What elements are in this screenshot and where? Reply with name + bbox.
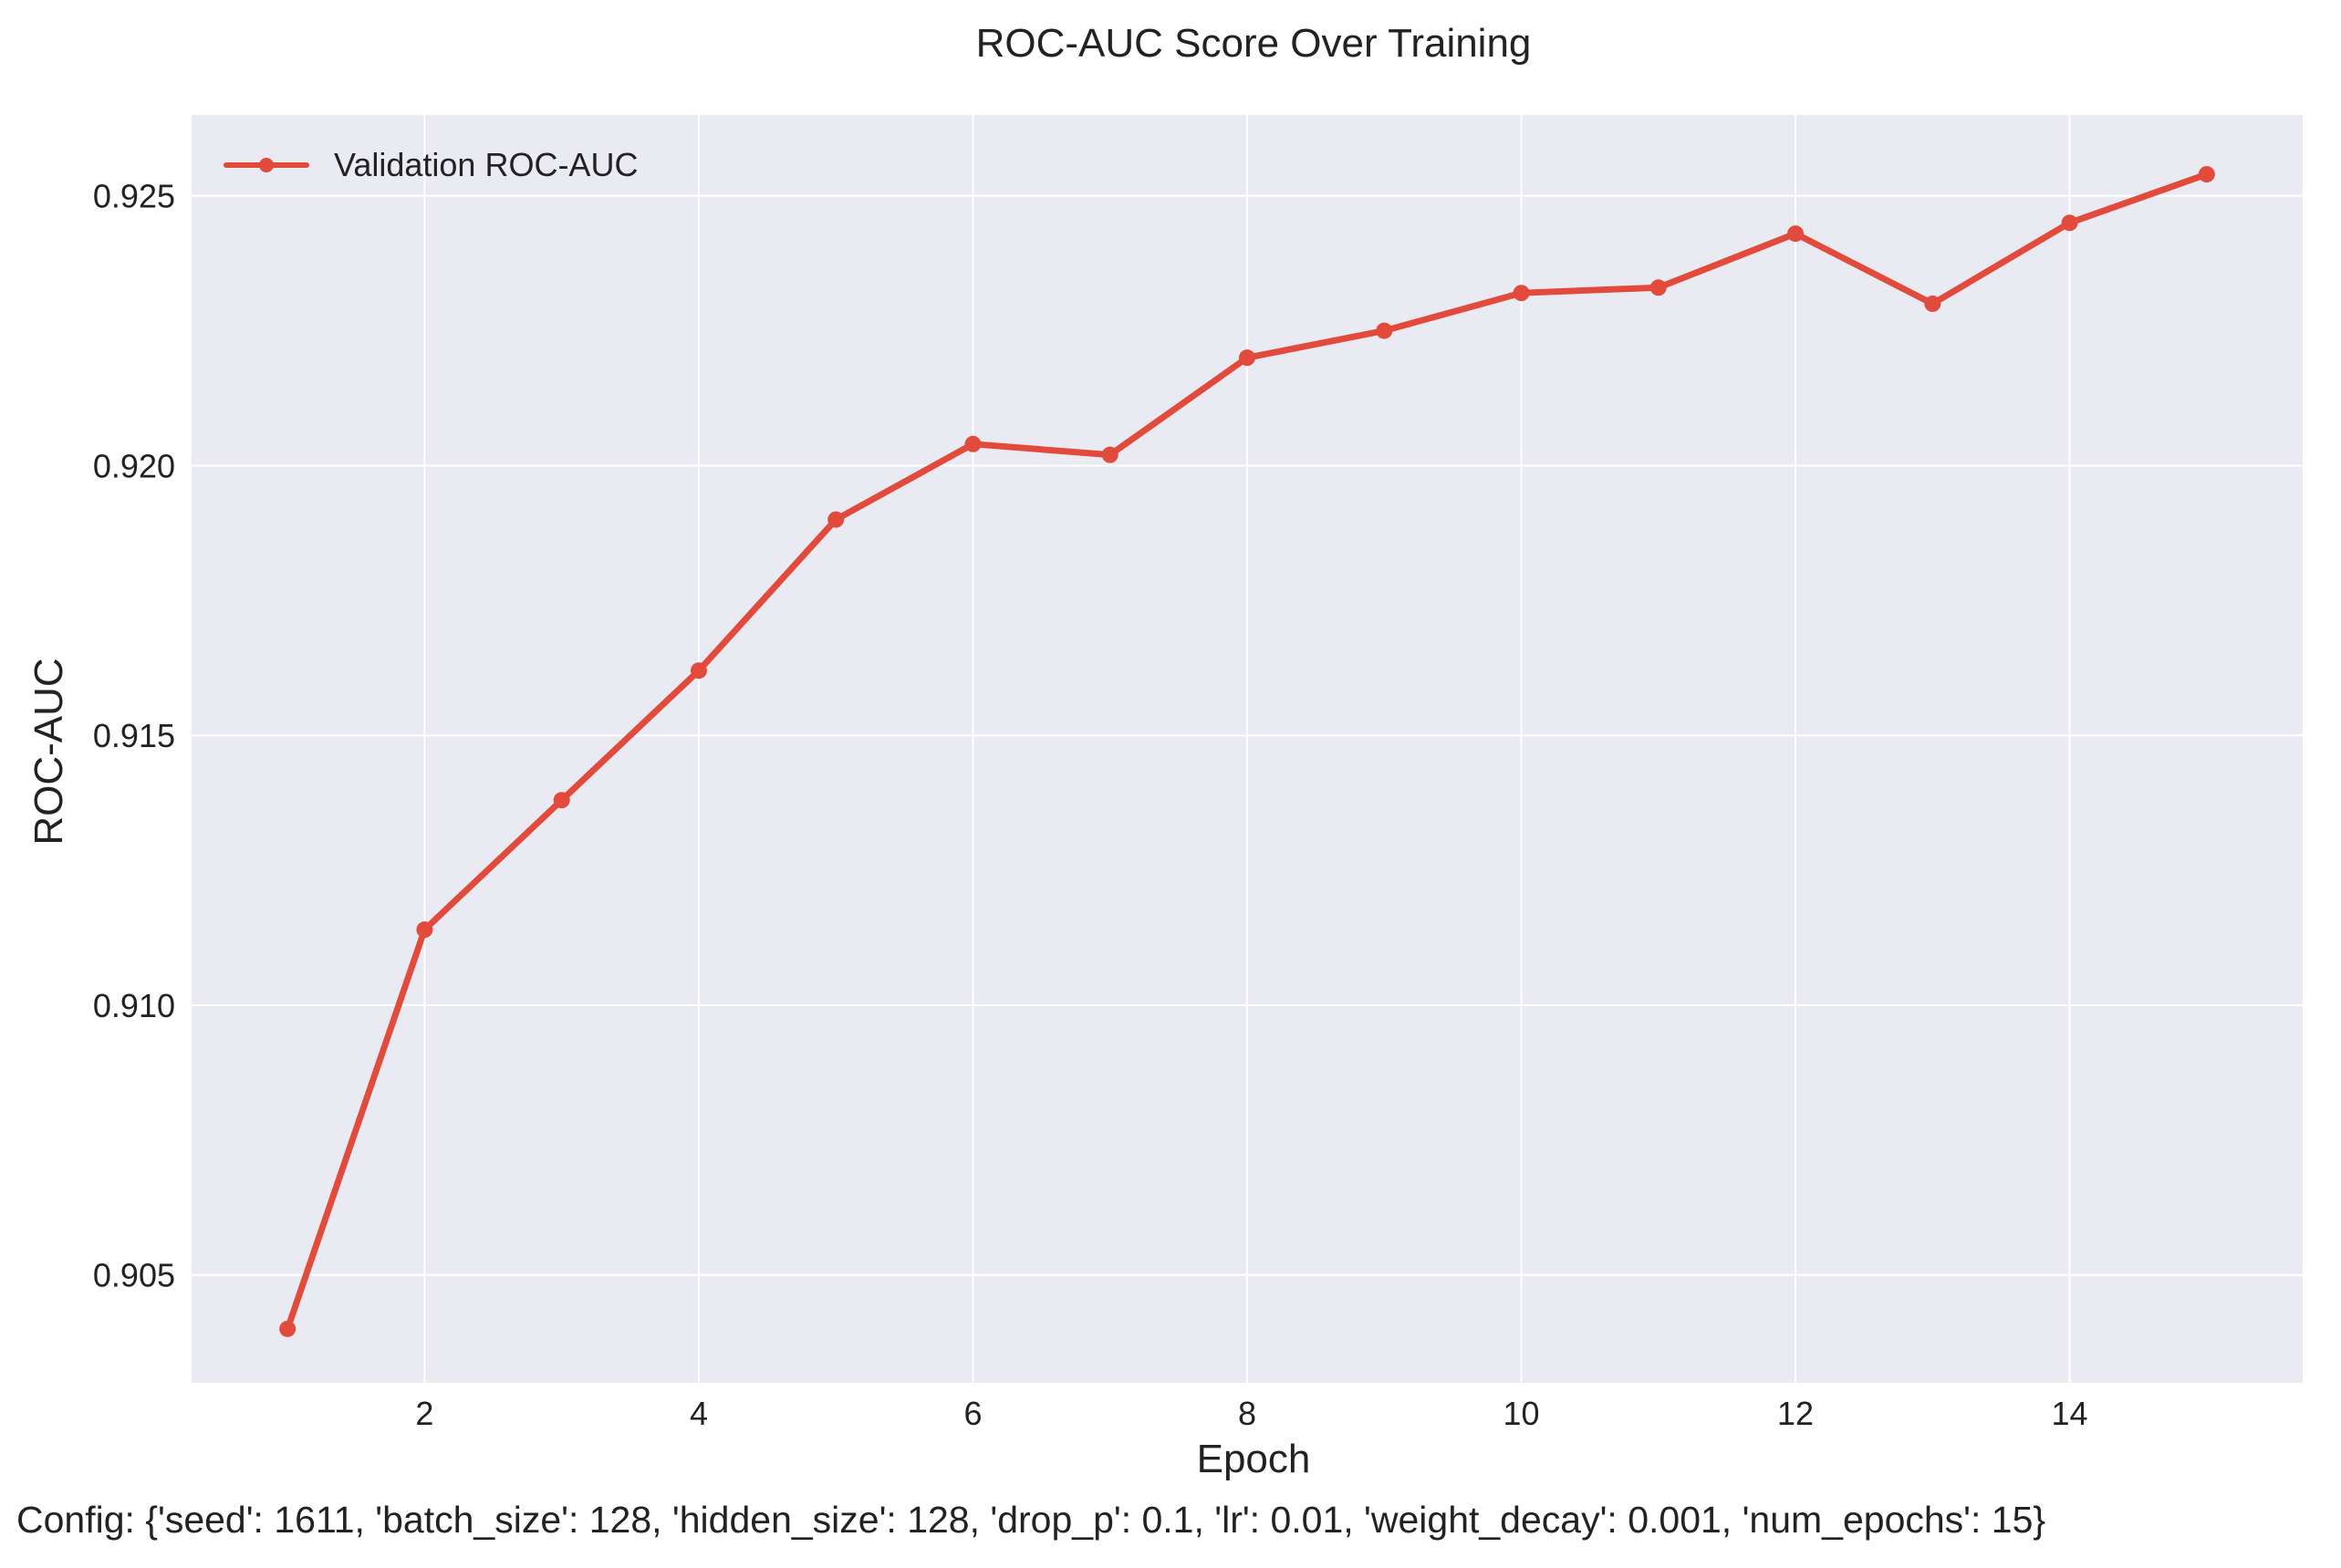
data-point bbox=[1649, 279, 1667, 296]
data-point bbox=[964, 435, 982, 452]
data-point bbox=[279, 1320, 297, 1337]
x-tick-label: 4 bbox=[690, 1395, 708, 1432]
data-point bbox=[1101, 446, 1118, 463]
data-point bbox=[553, 792, 570, 809]
data-point bbox=[2198, 166, 2215, 183]
y-tick-label: 0.925 bbox=[93, 178, 175, 215]
legend-label: Validation ROC-AUC bbox=[334, 146, 638, 183]
y-tick-label: 0.915 bbox=[93, 717, 175, 754]
config-footer: Config: {'seed': 1611, 'batch_size': 128… bbox=[16, 1499, 2045, 1541]
data-point bbox=[690, 662, 707, 680]
data-point bbox=[2061, 214, 2078, 232]
y-axis-label: ROC-AUC bbox=[26, 658, 71, 845]
data-point bbox=[416, 921, 433, 939]
y-tick-label: 0.910 bbox=[93, 987, 175, 1024]
x-axis-label: Epoch bbox=[1197, 1437, 1311, 1481]
x-tick-label: 10 bbox=[1503, 1395, 1539, 1432]
y-axis-ticks: 0.905 0.910 0.915 0.920 0.925 bbox=[93, 178, 175, 1294]
x-axis-ticks: 2 4 6 8 10 12 14 bbox=[415, 1395, 2087, 1432]
series-layer bbox=[279, 166, 2215, 1337]
x-tick-label: 12 bbox=[1777, 1395, 1814, 1432]
x-tick-label: 2 bbox=[415, 1395, 433, 1432]
grid-lines bbox=[192, 115, 2303, 1383]
y-tick-label: 0.905 bbox=[93, 1257, 175, 1294]
data-point bbox=[1787, 225, 1805, 243]
y-tick-label: 0.920 bbox=[93, 447, 175, 484]
x-tick-label: 14 bbox=[2052, 1395, 2088, 1432]
legend: Validation ROC-AUC bbox=[224, 146, 638, 183]
data-point bbox=[1513, 285, 1530, 302]
legend-marker-swatch bbox=[259, 158, 274, 172]
x-tick-label: 8 bbox=[1238, 1395, 1256, 1432]
data-point bbox=[827, 511, 845, 528]
data-point bbox=[1376, 322, 1393, 339]
data-point bbox=[1239, 349, 1255, 367]
data-point bbox=[1924, 296, 1941, 313]
chart-title: ROC-AUC Score Over Training bbox=[976, 21, 1532, 66]
x-tick-label: 6 bbox=[963, 1395, 982, 1432]
